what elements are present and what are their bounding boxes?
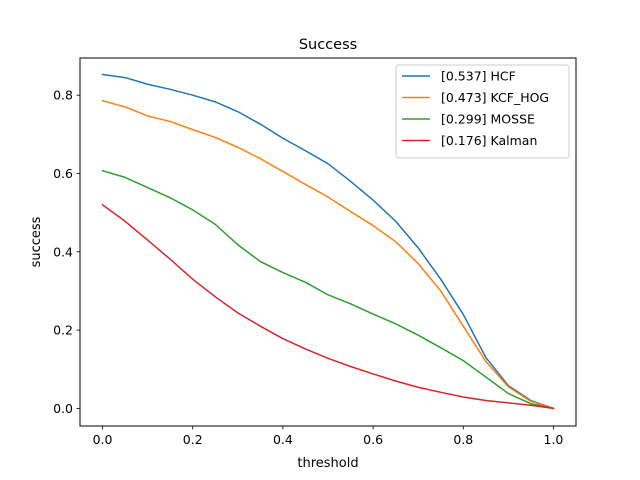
x-tick-label: 0.2 (183, 432, 203, 447)
legend-box (395, 64, 570, 159)
y-axis: 0.0 0.2 0.4 0.6 0.8 (53, 88, 80, 416)
series-line-kcf-hog (101, 99, 555, 410)
y-tick-label: 0.2 (53, 323, 73, 338)
chart-title: Success (299, 37, 357, 53)
x-tick-label: 0.6 (363, 432, 383, 447)
x-axis: 0.0 0.2 0.4 0.6 0.8 1.0 (93, 426, 564, 447)
x-tick-label: 0.0 (93, 432, 113, 447)
x-tick-label: 1.0 (544, 432, 564, 447)
series-line-kalman (101, 203, 555, 410)
y-tick-label: 0.8 (53, 88, 73, 103)
legend: [0.537] HCF [0.473] KCF_HOG [0.299] MOSSE [… (395, 64, 570, 159)
x-tick-label: 0.4 (273, 432, 293, 447)
legend-label: [0.537] HCF (441, 69, 516, 84)
x-axis-label: threshold (297, 456, 358, 471)
plot-frame (79, 57, 577, 427)
legend-label: [0.176] Kalman (441, 133, 537, 148)
series-line-hcf (101, 73, 555, 410)
y-tick-label: 0.6 (53, 166, 73, 181)
series-layer (101, 73, 555, 410)
y-tick-label: 0.4 (53, 244, 73, 259)
legend-label: [0.299] MOSSE (441, 112, 535, 127)
series-line-mosse (101, 169, 555, 410)
legend-label: [0.473] KCF_HOG (441, 90, 549, 105)
y-axis-label: success (29, 216, 44, 267)
x-tick-label: 0.8 (453, 432, 473, 447)
y-tick-label: 0.0 (53, 401, 73, 416)
